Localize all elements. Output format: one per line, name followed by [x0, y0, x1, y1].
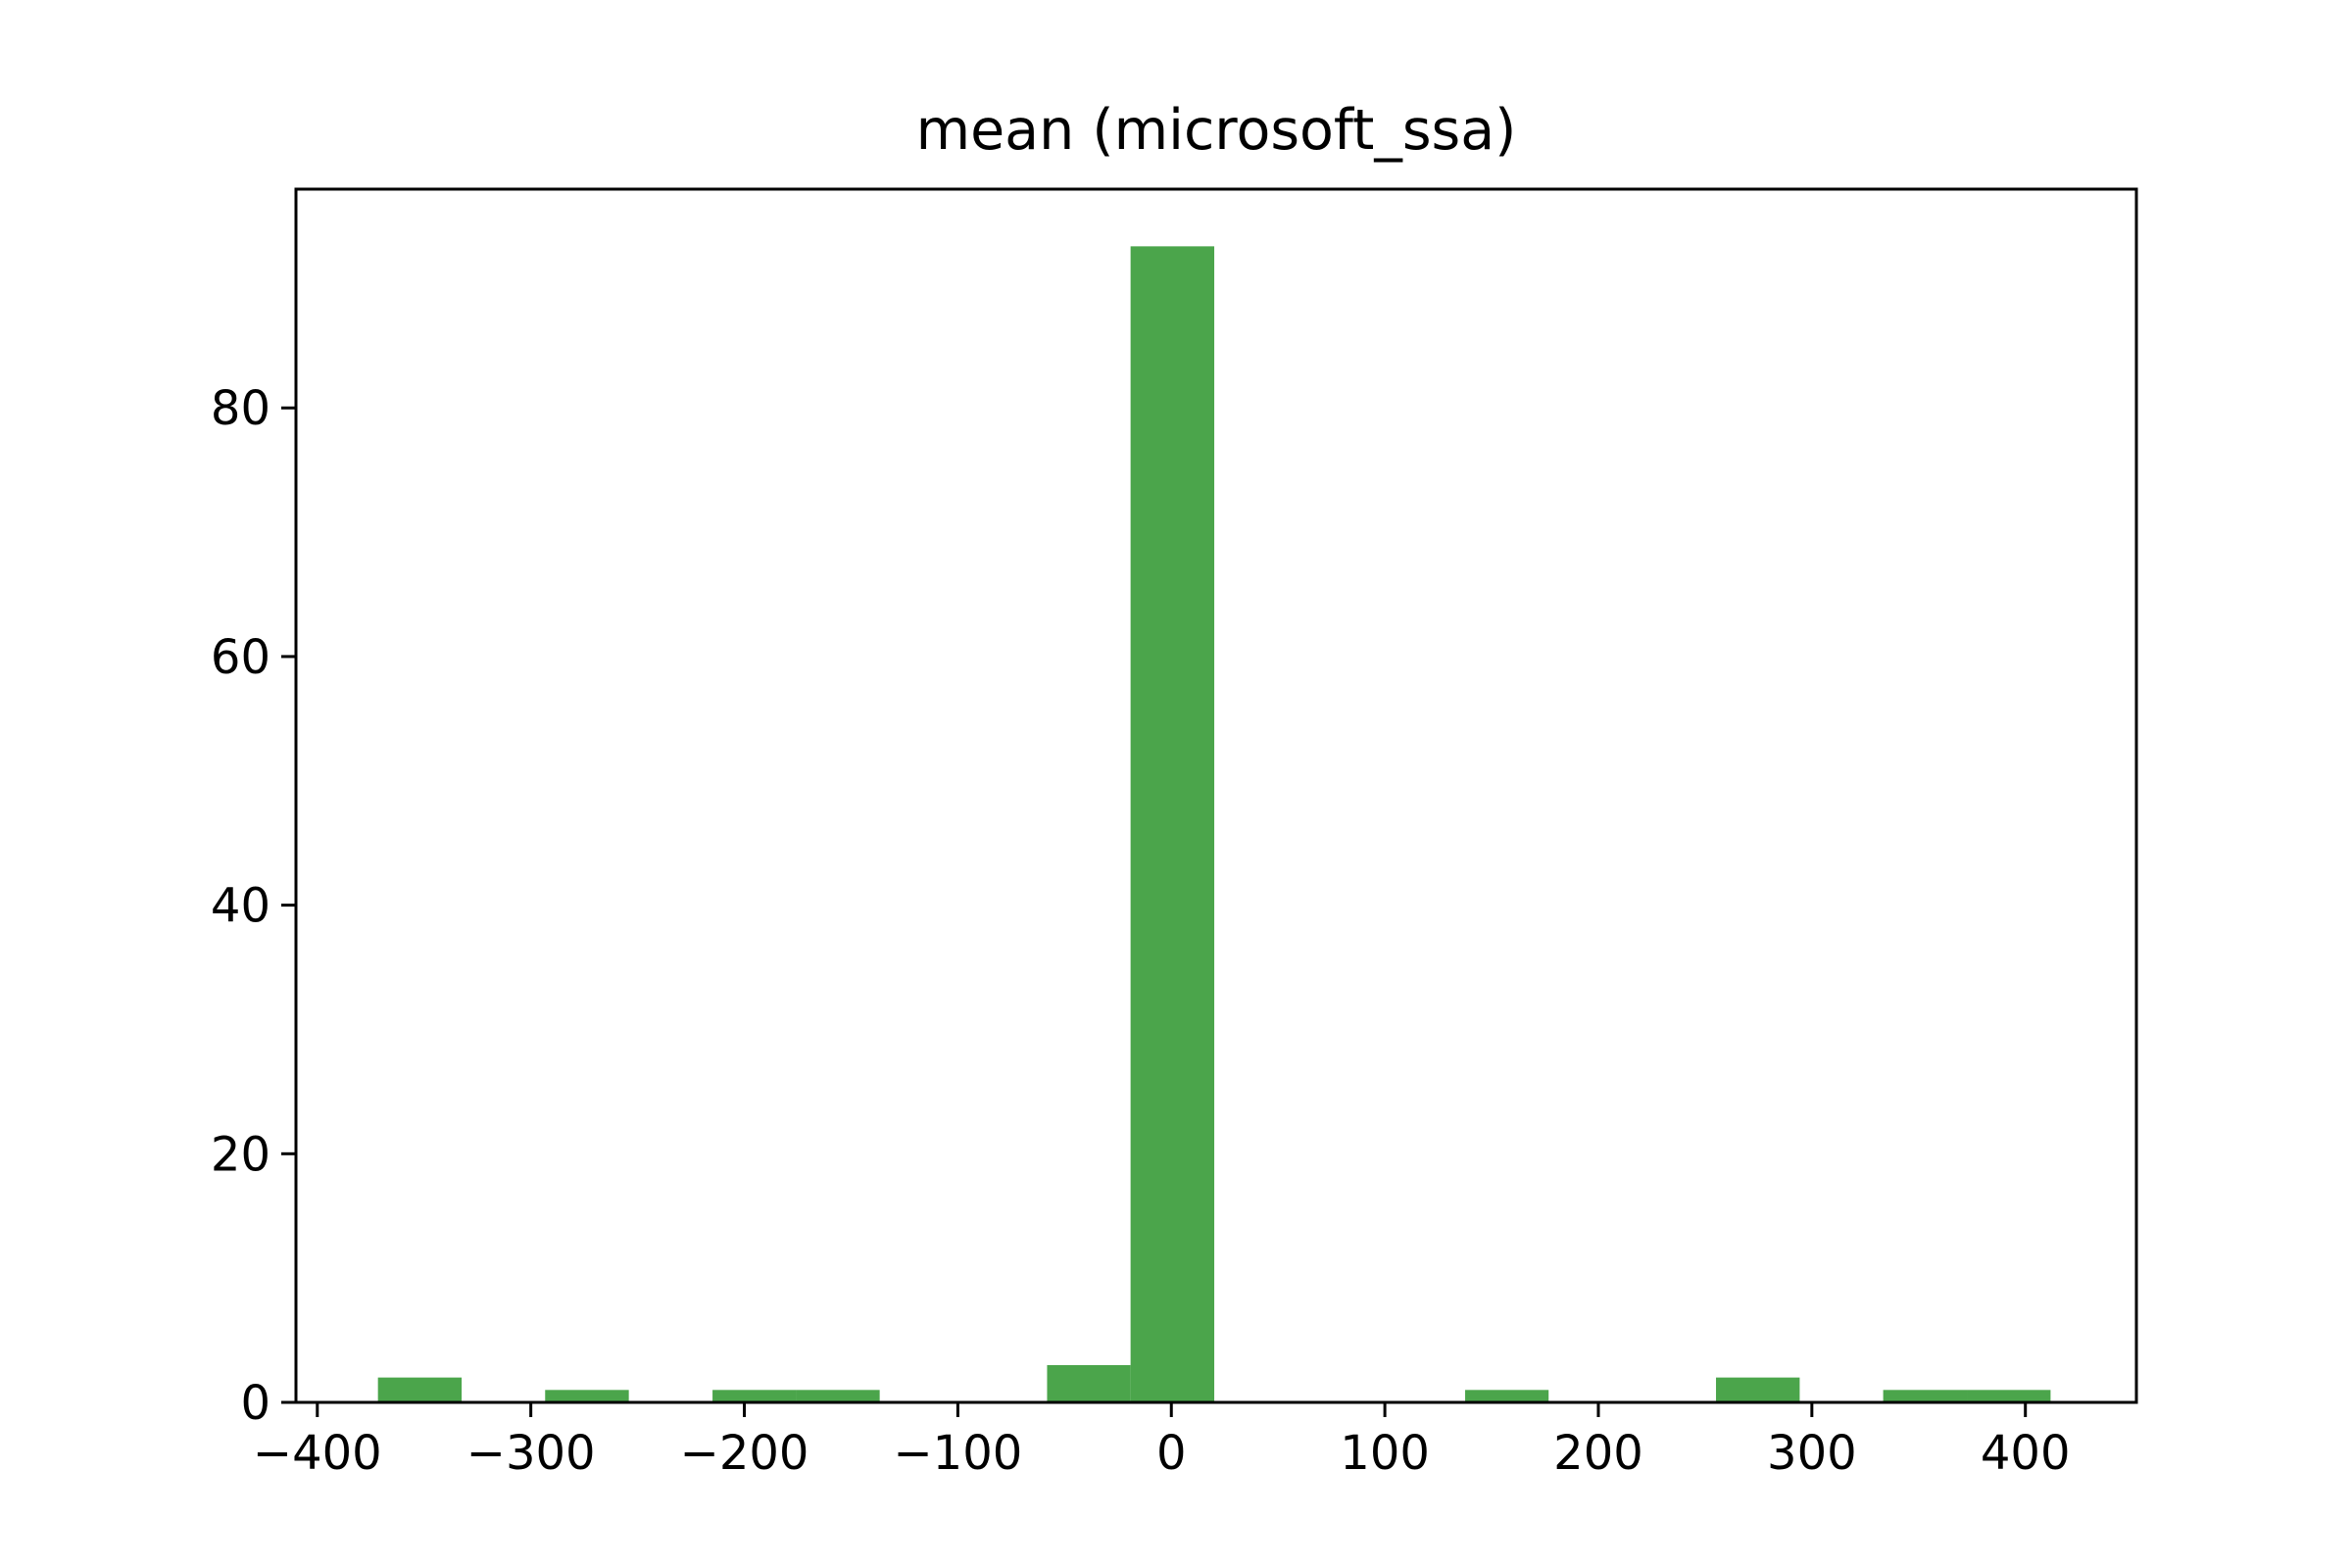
x-tick-label: −200: [680, 1426, 809, 1481]
histogram-bar: [1130, 246, 1215, 1403]
x-tick-label: 200: [1553, 1426, 1643, 1481]
plot-area-frame: [294, 187, 2138, 1404]
x-tick-label: 300: [1767, 1426, 1857, 1481]
x-tick-label: −300: [466, 1426, 596, 1481]
x-tick-label: 100: [1340, 1426, 1430, 1481]
chart-title: mean (microsoft_ssa): [916, 98, 1517, 163]
y-tick-label: 60: [211, 630, 270, 685]
x-tick-label: −400: [253, 1426, 382, 1481]
histogram-bar: [1465, 1390, 1549, 1402]
histogram-bar: [1883, 1390, 1968, 1402]
histogram-bar: [545, 1390, 629, 1402]
histogram-bar: [1967, 1390, 2051, 1402]
histogram-bar: [796, 1390, 880, 1402]
x-tick-label: 0: [1156, 1426, 1187, 1481]
histogram-bar: [1047, 1364, 1131, 1402]
histogram-bar: [1716, 1377, 1800, 1402]
y-tick-label: 20: [211, 1127, 270, 1182]
histogram-bar: [712, 1390, 797, 1402]
y-axis-ticks: 0 20 40 60 80: [211, 381, 296, 1431]
x-tick-label: 400: [1981, 1426, 2071, 1481]
histogram-bar: [377, 1377, 463, 1402]
histogram-bars: [377, 246, 2051, 1403]
y-tick-label: 40: [211, 879, 270, 934]
x-axis-ticks: −400 −300 −200 −100 0 100 200 300 400: [253, 1402, 2071, 1481]
x-tick-label: −100: [893, 1426, 1022, 1481]
y-tick-label: 80: [211, 381, 270, 436]
y-tick-label: 0: [240, 1376, 270, 1431]
